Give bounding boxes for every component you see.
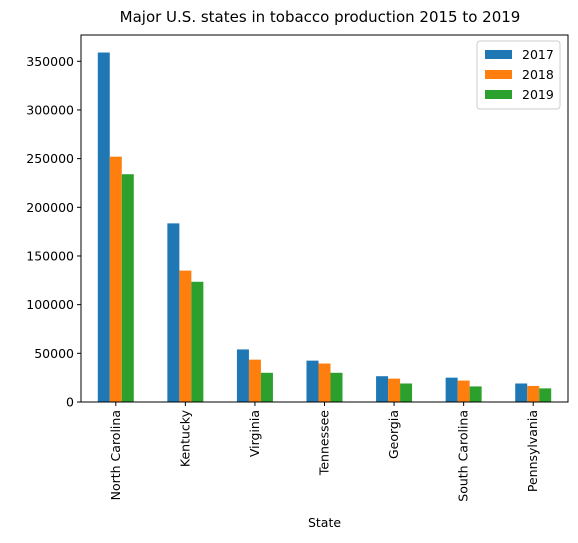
bar-2017-virginia (237, 349, 249, 402)
bar-2017-south-carolina (446, 378, 458, 402)
x-axis: North Carolina Kentucky Virginia Tennessee G… (108, 402, 540, 502)
legend-swatch-2019 (485, 90, 512, 99)
bar-2018-pennsylvania (527, 386, 539, 402)
bar-2017-georgia (376, 376, 388, 402)
bar-2017-kentucky (167, 223, 179, 402)
chart-title: Major U.S. states in tobacco production … (120, 8, 521, 26)
x-tick-label: Georgia (386, 410, 401, 459)
legend-swatch-2018 (485, 70, 512, 79)
bar-2018-north-carolina (110, 157, 122, 402)
bar-2019-georgia (400, 384, 412, 402)
x-tick-label: South Carolina (456, 410, 471, 502)
bar-2019-virginia (261, 373, 273, 402)
y-tick-label: 100000 (26, 297, 74, 312)
x-axis-title: State (308, 515, 341, 530)
y-axis: 0 50000 100000 150000 200000 250000 300000 3500… (26, 54, 81, 410)
bar-2017-tennessee (307, 361, 319, 402)
bar-2018-south-carolina (458, 381, 470, 402)
bar-2019-pennsylvania (539, 388, 551, 402)
x-tick-label: Kentucky (177, 409, 192, 467)
bar-2017-north-carolina (98, 53, 110, 402)
bar-2019-south-carolina (470, 386, 482, 402)
bar-2019-kentucky (191, 282, 203, 402)
bar-2018-tennessee (319, 364, 331, 402)
y-tick-label: 150000 (26, 248, 74, 263)
y-tick-label: 250000 (26, 151, 74, 166)
y-tick-label: 0 (66, 395, 74, 410)
y-tick-label: 200000 (26, 200, 74, 215)
legend-swatch-2017 (485, 50, 512, 59)
legend-label-2017: 2017 (522, 47, 554, 62)
legend: 2017 2018 2019 (477, 41, 560, 109)
bar-2019-tennessee (331, 373, 343, 402)
x-tick-label: Pennsylvania (525, 410, 540, 492)
bar-2018-kentucky (179, 271, 191, 402)
legend-label-2019: 2019 (522, 87, 554, 102)
x-tick-label: Tennessee (317, 410, 332, 476)
y-tick-label: 300000 (26, 102, 74, 117)
bar-2018-georgia (388, 379, 400, 402)
y-tick-label: 350000 (26, 54, 74, 69)
bar-2019-north-carolina (122, 174, 134, 402)
legend-label-2018: 2018 (522, 67, 554, 82)
bar-2018-virginia (249, 360, 261, 402)
x-tick-label: North Carolina (108, 410, 123, 500)
bar-2017-pennsylvania (515, 384, 527, 402)
y-tick-label: 50000 (34, 346, 74, 361)
x-tick-label: Virginia (247, 410, 262, 457)
